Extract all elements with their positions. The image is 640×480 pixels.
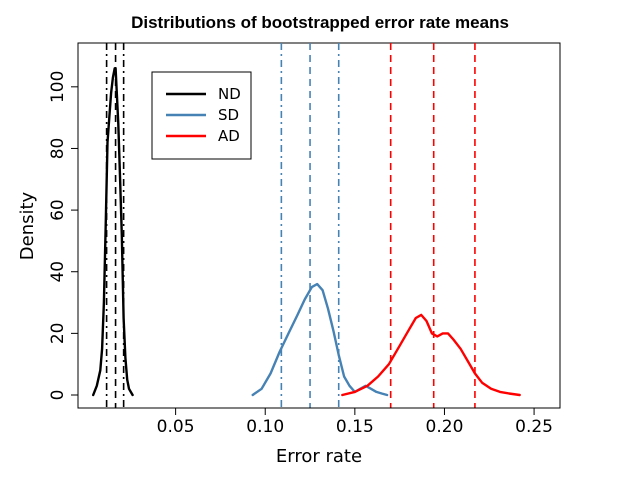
x-tick-label: 0.10 bbox=[246, 417, 284, 437]
y-tick-label: 100 bbox=[48, 71, 68, 103]
series-line-sd bbox=[251, 282, 389, 397]
density-curves bbox=[91, 67, 521, 397]
y-tick-label: 0 bbox=[48, 390, 68, 401]
y-tick-label: 80 bbox=[48, 138, 68, 160]
x-tick-label: 0.05 bbox=[157, 417, 195, 437]
x-tick-label: 0.20 bbox=[426, 417, 464, 437]
y-tick-label: 20 bbox=[48, 323, 68, 345]
series-line-nd bbox=[91, 67, 134, 397]
y-axis: 0 20 40 60 80 100 bbox=[48, 71, 79, 401]
series-line-ad bbox=[341, 313, 521, 397]
legend-label-nd: ND bbox=[218, 85, 241, 103]
y-tick-label: 40 bbox=[48, 261, 68, 283]
chart-title: Distributions of bootstrapped error rate… bbox=[131, 13, 509, 32]
y-axis-label: Density bbox=[17, 191, 38, 260]
x-axis: 0.05 0.10 0.15 0.20 0.25 bbox=[157, 407, 553, 437]
x-tick-label: 0.25 bbox=[515, 417, 553, 437]
plot-frame bbox=[77, 42, 561, 409]
y-tick-label: 60 bbox=[48, 199, 68, 221]
legend-label-sd: SD bbox=[218, 106, 239, 124]
x-axis-label: Error rate bbox=[276, 446, 362, 467]
x-tick-label: 0.15 bbox=[336, 417, 374, 437]
legend-label-ad: AD bbox=[218, 127, 240, 145]
legend: ND SD AD bbox=[151, 71, 252, 160]
